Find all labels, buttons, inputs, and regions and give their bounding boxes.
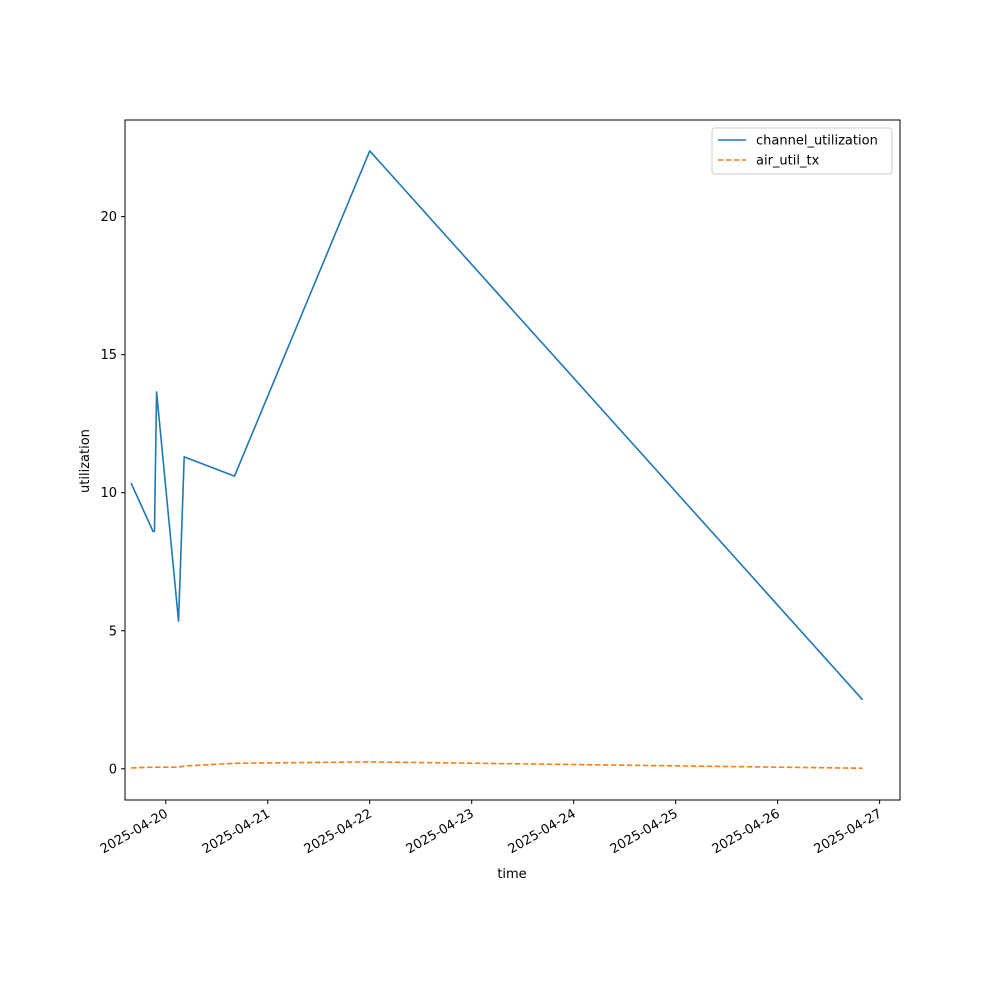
series-line-channel-utilization xyxy=(130,150,864,701)
x-axis-label: time xyxy=(497,867,526,882)
legend-label-air-util-tx: air_util_tx xyxy=(756,154,820,169)
legend: channel_utilization air_util_tx xyxy=(711,127,893,175)
y-tick-label: 5 xyxy=(109,624,117,639)
x-tick-label: 2025-04-20 xyxy=(98,806,171,857)
x-tick-label: 2025-04-24 xyxy=(506,806,579,857)
x-tick-label: 2025-04-21 xyxy=(200,806,273,857)
axes-frame xyxy=(124,119,901,801)
plot-area xyxy=(125,120,900,800)
series-line-air-util-tx xyxy=(131,761,863,770)
y-tick-label: 15 xyxy=(100,348,117,363)
legend-label-channel-utilization: channel_utilization xyxy=(756,134,878,149)
x-tick-label: 2025-04-26 xyxy=(710,806,783,857)
y-tick-label: 10 xyxy=(100,486,117,501)
x-tick-label: 2025-04-23 xyxy=(404,806,477,857)
series-layer xyxy=(130,150,864,770)
y-tick-label: 20 xyxy=(100,210,117,225)
legend-box xyxy=(711,127,893,175)
plot-background xyxy=(125,120,900,800)
y-tick-label: 0 xyxy=(109,762,117,777)
y-axis-label: utilization xyxy=(78,429,93,493)
x-tick-label: 2025-04-25 xyxy=(608,806,681,857)
x-tick-label: 2025-04-22 xyxy=(302,806,375,857)
x-tick-label: 2025-04-27 xyxy=(812,806,885,857)
